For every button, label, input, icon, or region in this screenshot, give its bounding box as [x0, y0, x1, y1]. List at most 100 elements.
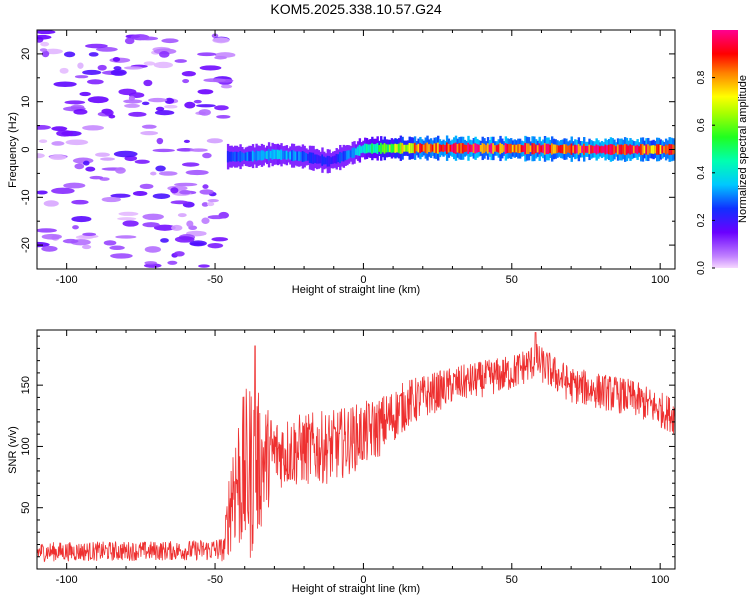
spectrogram-ridge-core: [572, 145, 575, 153]
colorbar-ticks: 0.0 0.2 0.4 0.6 0.8: [696, 70, 715, 275]
spectrogram-ridge-core: [463, 144, 467, 153]
spectrogram-noise-blob: [82, 125, 105, 131]
spectrogram-noise-blob: [64, 100, 86, 105]
spectrogram-ridge-core: [390, 143, 394, 153]
spectrogram-ridge-core: [620, 144, 623, 155]
spectrogram-noise-blob: [198, 109, 211, 116]
spectrogram-ridge-core: [645, 144, 648, 155]
spectrogram-noise-blob: [148, 97, 168, 103]
spectrogram-ridge-core: [287, 152, 290, 159]
spectrogram-noise-blob: [113, 66, 122, 71]
spectrogram-noise-blob: [207, 198, 219, 203]
spectrogram-ridge-core: [453, 143, 456, 154]
spectrogram-ridge-core: [627, 145, 630, 154]
spectrogram-ridge-core: [299, 152, 303, 161]
spectrogram-noise-blob: [144, 261, 157, 265]
spectrogram-noise-blob: [65, 139, 89, 146]
spectrogram-ridge-core: [490, 143, 493, 154]
spectrogram-ridge-core: [241, 152, 244, 162]
spectrogram-ridge-core: [445, 142, 449, 154]
spectrogram-noise-blob: [201, 202, 209, 207]
spectrogram-ridge-core: [527, 143, 531, 154]
spectrogram-ridge-core: [664, 144, 668, 155]
spectrogram-ridge-core: [257, 151, 260, 161]
spectrogram-ridge-core: [417, 143, 420, 153]
spectrogram-noise-blob: [143, 61, 156, 66]
spectrogram-ridge-core: [631, 145, 634, 154]
spectrogram-noise-blob: [53, 81, 77, 88]
spectrogram-ridge-core: [298, 151, 301, 161]
spectrogram-ridge-core: [504, 143, 508, 154]
snr-y-tick-label: 150: [20, 376, 32, 394]
spectrogram-ridge-core: [485, 145, 488, 152]
colorbar-gradient: [712, 30, 738, 268]
spectrogram-noise-blob: [124, 103, 140, 108]
spectrogram-ridge-core: [305, 153, 308, 161]
spectrogram-noise-blob: [150, 171, 157, 176]
spectrogram-ridge-core: [244, 152, 248, 161]
spectrogram-ridge-core: [465, 144, 468, 152]
spectrogram-noise-blob: [154, 110, 175, 116]
spectrogram-ridge-core: [413, 142, 417, 154]
spectrogram-ridge-core: [458, 143, 461, 154]
spectrogram-noise-blob: [115, 235, 137, 239]
spectrogram-ridge-core: [429, 143, 433, 153]
spectrogram-noise-blob: [189, 240, 207, 247]
spectrogram-noise-blob: [86, 79, 104, 85]
spectrogram-noise-blob: [132, 191, 148, 196]
spectrogram-ridge-core: [404, 144, 408, 152]
spectrogram-noise-blob: [71, 215, 92, 223]
spectrogram-noise-blob: [164, 97, 175, 104]
spectrogram-noise-blob: [202, 152, 212, 159]
spectrogram-noise-blob: [142, 213, 164, 221]
spectrogram-noise-blob: [183, 139, 190, 144]
spectrogram-noise-blob: [214, 105, 229, 111]
spectrogram-ridge-core: [510, 143, 513, 154]
spectrogram-ridge-core: [597, 145, 600, 154]
spectrogram-ridge-core: [250, 151, 253, 161]
spectrogram-ridge-core: [492, 143, 495, 154]
spectrogram-ridge-core: [486, 143, 490, 154]
spectrogram-noise-blob: [110, 193, 131, 198]
spectrogram-ridge-core: [595, 144, 598, 155]
spectrogram-ridge-core: [351, 148, 354, 159]
spectrogram-ridge-core: [266, 150, 269, 160]
spectrogram-noise-blob: [202, 184, 209, 189]
spectrogram-ridge-core: [591, 145, 595, 154]
spectrogram-y-tick-label: 20: [20, 48, 32, 60]
spectrogram-noise-blob: [39, 139, 48, 143]
spectrogram-noise-blob: [89, 175, 104, 180]
spectrogram-ridge-core: [324, 157, 328, 165]
snr-x-tick-label: 0: [360, 574, 366, 586]
spectrogram-noise-blob: [167, 260, 178, 265]
spectrogram-noise-blob: [37, 125, 51, 130]
spectrogram-ridge-core: [638, 146, 641, 153]
spectrogram-noise-blob: [156, 137, 164, 145]
chart-title: KOM5.2025.338.10.57.G24: [270, 1, 441, 17]
spectrogram-ridge-core: [278, 150, 281, 159]
spectrogram-ridge-core: [267, 149, 271, 161]
spectrogram-noise-blob: [59, 67, 69, 74]
spectrogram-noise-blob: [206, 201, 215, 207]
spectrogram-noise-blob: [153, 224, 176, 231]
spectrogram-noise-blob: [43, 200, 59, 207]
spectrogram-noise-blob: [118, 211, 139, 216]
spectrogram-ridge-core: [574, 144, 577, 154]
spectrogram-ridge-core: [474, 143, 477, 154]
spectrogram-noise-layer: [37, 30, 236, 268]
spectrogram-y-tick-label: 10: [20, 96, 32, 108]
snr-x-tick-label: -50: [207, 574, 223, 586]
spectrogram-ridge-core: [310, 152, 313, 164]
spectrogram-noise-blob: [97, 64, 107, 71]
spectrogram-ridge-core: [314, 154, 317, 163]
spectrogram-ridge-core: [420, 144, 424, 153]
spectrogram-noise-blob: [101, 196, 122, 203]
spectrogram-ridge-core: [397, 143, 401, 153]
spectrogram-ridge-core: [520, 145, 524, 153]
spectrogram-ridge-core: [622, 145, 625, 154]
snr-y-axis: 50 100 150: [20, 335, 675, 570]
spectrogram-noise-blob: [153, 61, 173, 69]
spectrogram-noise-blob: [100, 157, 116, 161]
spectrogram-ridge-core: [410, 143, 413, 154]
spectrogram-noise-blob: [170, 200, 189, 205]
